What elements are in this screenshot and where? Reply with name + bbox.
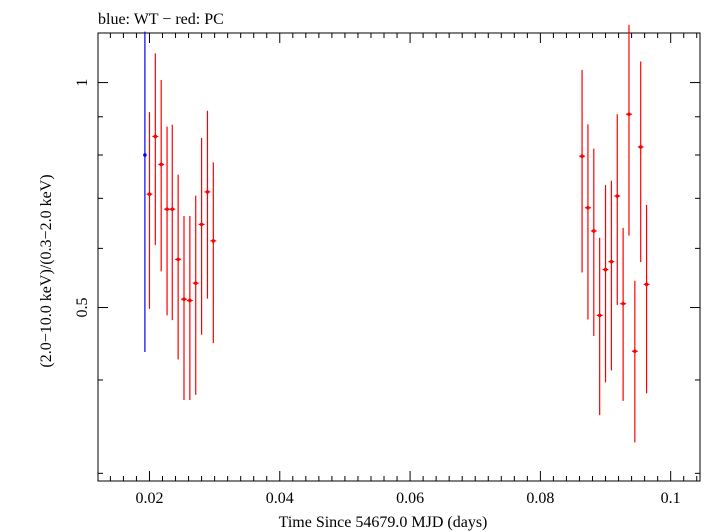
x-axis: 0.02 0.04 0.06 0.08 0.1 <box>109 33 698 507</box>
data-point <box>192 195 199 395</box>
point-marker <box>199 222 204 227</box>
series-layer <box>143 24 650 443</box>
data-point <box>169 124 176 321</box>
point-marker <box>633 349 637 354</box>
point-marker <box>188 298 192 303</box>
data-point <box>146 112 153 309</box>
data-point <box>210 162 217 344</box>
point-marker <box>580 154 584 159</box>
y-axis: 0.51 <box>74 79 700 474</box>
data-point <box>596 237 603 416</box>
data-point <box>186 215 193 401</box>
data-point <box>643 204 650 394</box>
data-point <box>198 138 205 335</box>
point-marker <box>170 207 175 211</box>
data-point <box>158 79 165 272</box>
series-pc <box>146 24 650 443</box>
data-point <box>585 124 591 320</box>
y-axis-label: (2.0−10.0 keV)/(0.3−2.0 keV) <box>38 174 55 367</box>
point-marker <box>147 192 152 196</box>
x-tick-label: 0.1 <box>661 490 681 507</box>
y-tick-label: 0.5 <box>74 298 91 318</box>
point-marker <box>586 205 590 210</box>
point-marker <box>159 162 163 167</box>
plot-frame <box>97 32 701 482</box>
point-marker <box>609 259 614 264</box>
data-point <box>152 53 159 246</box>
data-point <box>608 180 615 371</box>
point-marker <box>143 153 147 157</box>
data-point <box>614 114 621 305</box>
data-point <box>620 227 627 401</box>
chart-title: blue: WT − red: PC <box>98 11 224 28</box>
point-marker <box>182 297 186 302</box>
data-point <box>143 31 147 352</box>
point-marker <box>644 282 649 287</box>
point-marker <box>193 281 198 285</box>
point-marker <box>638 145 643 149</box>
x-axis-label: Time Since 54679.0 MJD (days) <box>279 514 488 531</box>
point-marker <box>621 301 625 306</box>
point-marker <box>153 134 158 139</box>
y-tick-label: 1 <box>74 79 91 87</box>
x-tick-label: 0.04 <box>266 490 294 507</box>
x-tick-label: 0.02 <box>135 490 163 507</box>
point-marker <box>597 313 602 318</box>
data-point <box>164 126 170 316</box>
point-marker <box>165 207 169 211</box>
data-point <box>626 24 632 236</box>
data-point <box>175 174 182 360</box>
point-marker <box>615 194 620 198</box>
data-point <box>181 215 187 401</box>
point-marker <box>176 257 180 262</box>
x-tick-label: 0.08 <box>526 490 554 507</box>
data-point <box>579 69 586 273</box>
point-marker <box>627 112 631 117</box>
data-point <box>637 61 644 263</box>
point-marker <box>205 190 210 194</box>
series-wt <box>143 31 147 352</box>
x-tick-label: 0.06 <box>396 490 424 507</box>
data-point <box>590 148 597 337</box>
point-marker <box>592 229 596 233</box>
point-marker <box>211 239 216 243</box>
data-point <box>631 280 638 443</box>
data-point <box>204 110 211 299</box>
point-marker <box>603 267 608 272</box>
data-point <box>602 185 609 383</box>
